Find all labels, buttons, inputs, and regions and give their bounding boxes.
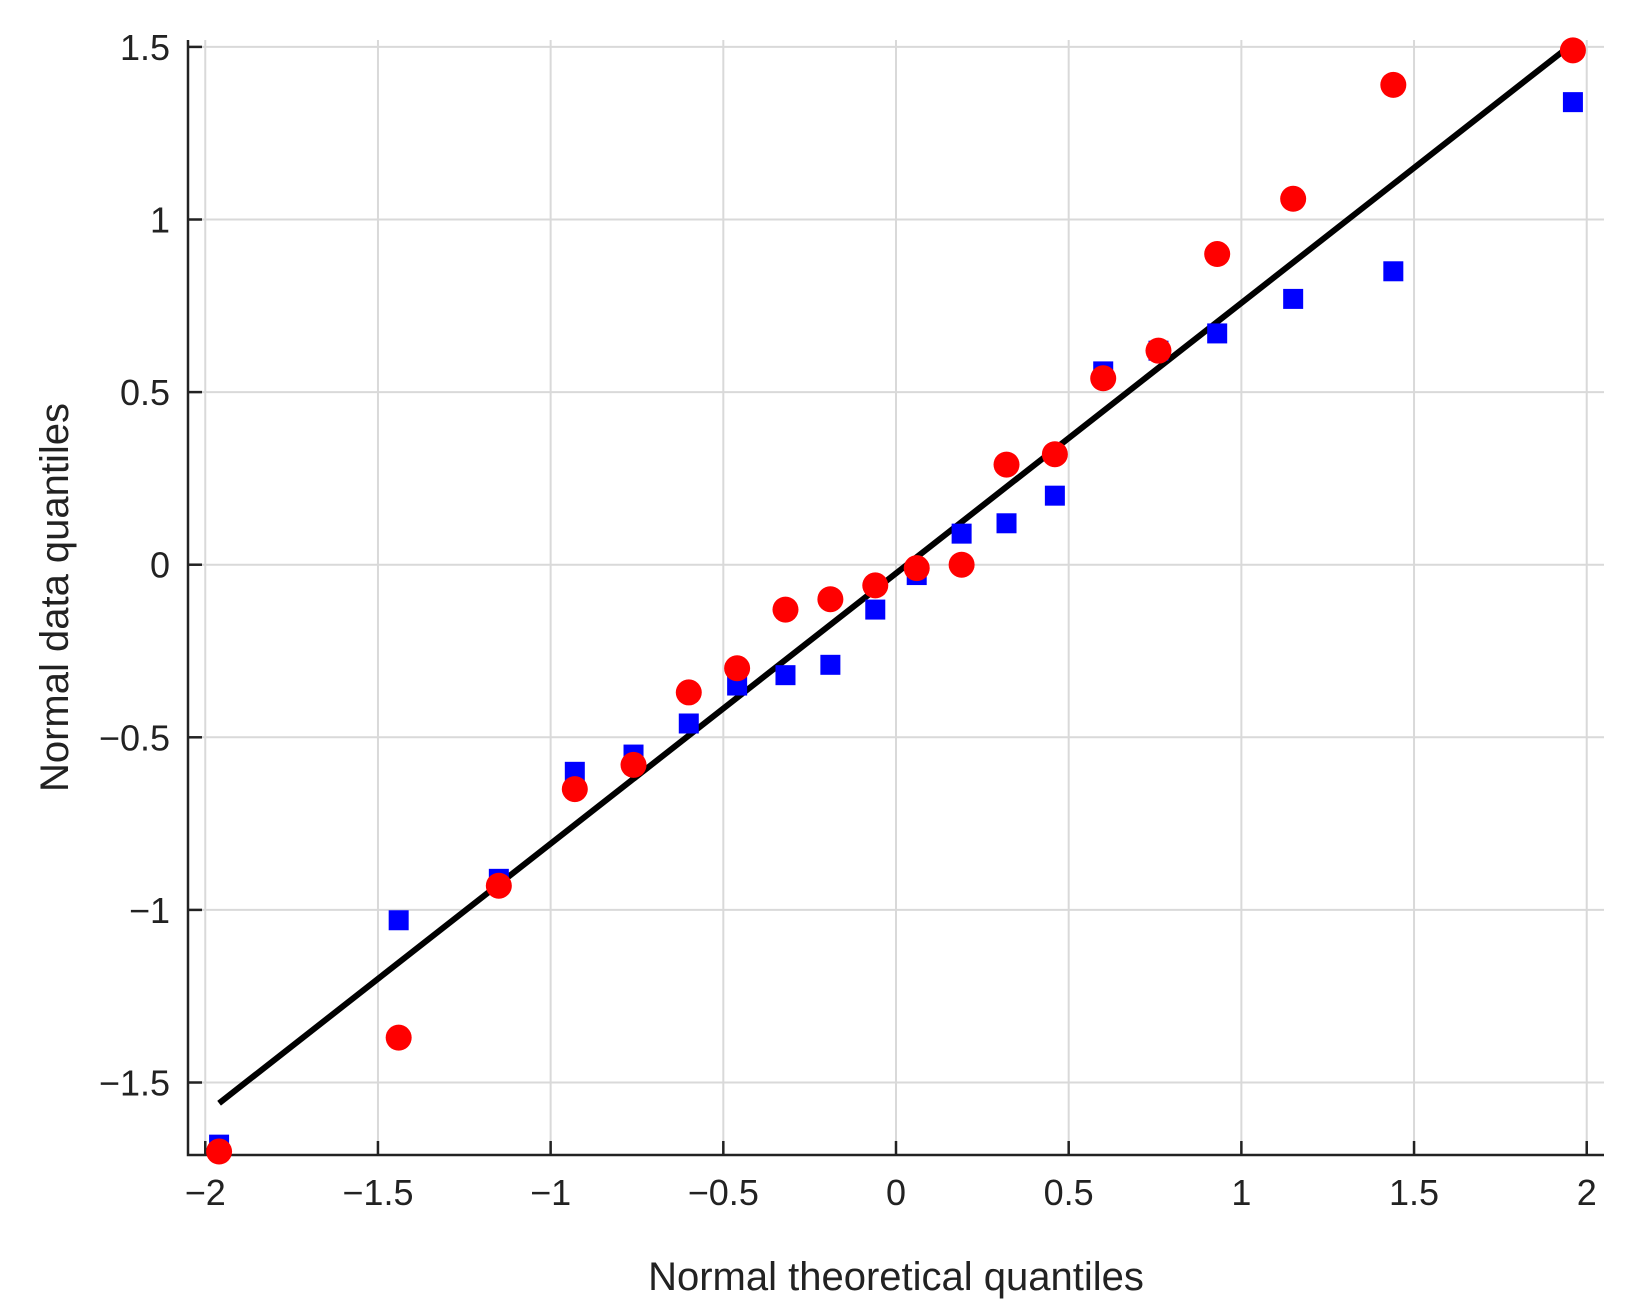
- data-point-circle: [724, 655, 751, 682]
- y-tick-label: 1.5: [120, 27, 170, 68]
- data-point-circle: [862, 572, 889, 599]
- y-tick-label: −1.5: [99, 1063, 170, 1104]
- data-series: [206, 37, 1586, 1165]
- data-point-square: [1383, 261, 1404, 282]
- data-point-square: [996, 513, 1017, 534]
- data-point-square: [1044, 485, 1065, 506]
- y-tick-label: −1: [129, 890, 170, 931]
- data-point-circle: [675, 679, 702, 706]
- data-point-square: [678, 713, 699, 734]
- data-point-circle: [485, 872, 512, 899]
- x-tick-label: 0.5: [1044, 1172, 1094, 1213]
- data-point-circle: [1145, 337, 1172, 364]
- data-point-circle: [620, 751, 647, 778]
- x-tick-label: 2: [1577, 1172, 1597, 1213]
- data-point-circle: [1041, 441, 1068, 468]
- y-tick-label: 0: [150, 545, 170, 586]
- x-axis-ticks: −2 −1.5 −1 −0.5 0 0.5 1 1.5 2: [185, 1141, 1597, 1213]
- data-point-square: [564, 761, 585, 782]
- data-point-square: [820, 654, 841, 675]
- data-point-square: [1283, 288, 1304, 309]
- x-axis-title: Normal theoretical quantiles: [648, 1255, 1144, 1299]
- y-axis-ticks: −1.5 −1 −0.5 0 0.5 1 1.5: [99, 27, 202, 1104]
- data-point-circle: [561, 776, 588, 803]
- data-point-circle: [1559, 37, 1586, 64]
- data-point-circle: [206, 1138, 233, 1165]
- x-tick-label: 1.5: [1389, 1172, 1439, 1213]
- data-point-circle: [993, 451, 1020, 478]
- y-tick-label: 1: [150, 200, 170, 241]
- data-point-circle: [903, 555, 930, 582]
- data-point-circle: [1090, 365, 1117, 392]
- data-point-square: [951, 523, 972, 544]
- axes: [186, 40, 1604, 1157]
- x-tick-label: −2: [185, 1172, 226, 1213]
- x-tick-label: −1.5: [342, 1172, 413, 1213]
- data-point-circle: [1280, 185, 1307, 212]
- y-tick-label: −0.5: [99, 717, 170, 758]
- data-point-square: [1207, 323, 1228, 344]
- y-tick-label: 0.5: [120, 372, 170, 413]
- data-point-circle: [948, 551, 975, 578]
- plot-area-frame: [186, 40, 1604, 1157]
- data-point-square: [1562, 92, 1583, 113]
- data-point-square: [388, 910, 409, 931]
- reference-line: [217, 41, 1575, 1106]
- grid: [188, 40, 1604, 1155]
- x-tick-label: 1: [1231, 1172, 1251, 1213]
- data-point-circle: [385, 1024, 412, 1051]
- data-point-circle: [772, 596, 799, 623]
- x-tick-label: 0: [886, 1172, 906, 1213]
- data-point-circle: [1204, 241, 1231, 268]
- x-tick-label: −1: [530, 1172, 571, 1213]
- data-point-circle: [1380, 71, 1407, 98]
- data-point-square: [775, 665, 796, 686]
- y-axis-title: Normal data quantiles: [33, 403, 77, 792]
- data-point-square: [865, 599, 886, 620]
- data-point-circle: [817, 586, 844, 613]
- data-point-square: [727, 675, 748, 696]
- x-tick-label: −0.5: [688, 1172, 759, 1213]
